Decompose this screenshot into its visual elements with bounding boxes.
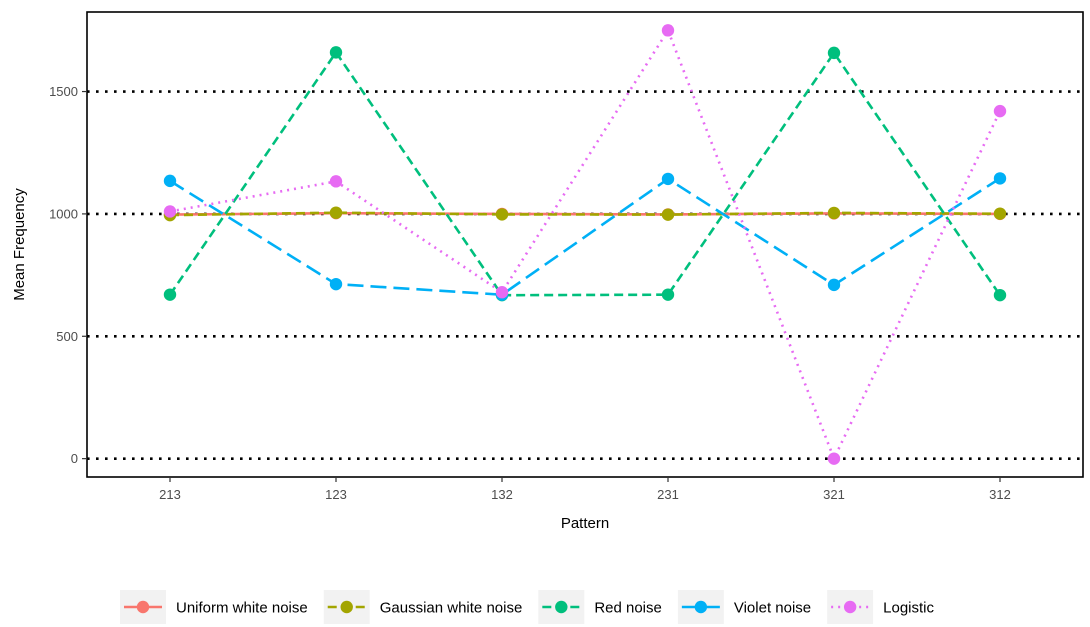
data-point-logistic: [495, 286, 509, 299]
x-tick-label: 132: [491, 487, 513, 502]
x-tick-label: 312: [989, 487, 1011, 502]
axes: 0 500 1000 1500 213 123 132 231 321 312: [49, 84, 1011, 502]
data-point-red-noise: [661, 288, 675, 301]
x-tick-label: 213: [159, 487, 181, 502]
series-points: [163, 24, 1007, 465]
plot-panel-border: [86, 11, 1084, 478]
data-point-gaussian-white-noise: [993, 207, 1007, 220]
x-tick-label: 231: [657, 487, 679, 502]
data-point-violet-noise: [329, 277, 343, 291]
y-tick-label: 1000: [49, 206, 78, 221]
data-point-gaussian-white-noise: [827, 206, 841, 220]
y-tick-label: 0: [71, 451, 78, 466]
x-tick-label: 321: [823, 487, 845, 502]
legend-label: Gaussian white noise: [380, 600, 523, 617]
data-point-red-noise: [993, 288, 1007, 302]
y-axis-title: Mean Frequency: [11, 188, 28, 301]
y-tick-label: 500: [56, 329, 78, 344]
data-point-logistic: [329, 175, 343, 188]
legend-label: Red noise: [594, 600, 662, 617]
data-point-violet-noise: [993, 172, 1007, 185]
data-point-red-noise: [827, 46, 841, 60]
y-tick-label: 1500: [49, 84, 78, 99]
data-point-violet-noise: [163, 174, 177, 188]
legend-key-point: [694, 600, 708, 614]
data-point-violet-noise: [827, 278, 841, 292]
data-point-logistic: [993, 104, 1007, 118]
x-tick-label: 123: [325, 487, 347, 502]
legend-key-point: [136, 600, 150, 614]
data-point-logistic: [661, 24, 675, 37]
legend-label: Logistic: [883, 600, 934, 617]
legend-key-point: [340, 600, 353, 614]
series-line-violet-noise: [169, 177, 1001, 297]
data-point-logistic: [163, 205, 177, 218]
grid-lines: [87, 90, 1083, 460]
legend: Uniform white noise Gaussian white noise R…: [120, 590, 935, 624]
series-line-logistic: [169, 27, 1002, 462]
legend-key-point: [843, 600, 857, 614]
data-point-violet-noise: [661, 172, 675, 186]
legend-label: Uniform white noise: [176, 600, 308, 617]
data-point-red-noise: [163, 288, 177, 301]
legend-label: Violet noise: [734, 600, 811, 617]
x-axis-title: Pattern: [561, 515, 609, 532]
data-point-gaussian-white-noise: [661, 208, 675, 221]
series-lines: [168, 27, 1002, 462]
legend-key-point: [555, 600, 568, 614]
series-line-gaussian-white-noise: [169, 211, 1001, 217]
data-point-logistic: [827, 452, 841, 465]
series-line-red-noise: [168, 50, 1002, 297]
data-point-gaussian-white-noise: [495, 208, 509, 221]
data-point-red-noise: [329, 46, 343, 59]
data-point-gaussian-white-noise: [329, 206, 343, 219]
